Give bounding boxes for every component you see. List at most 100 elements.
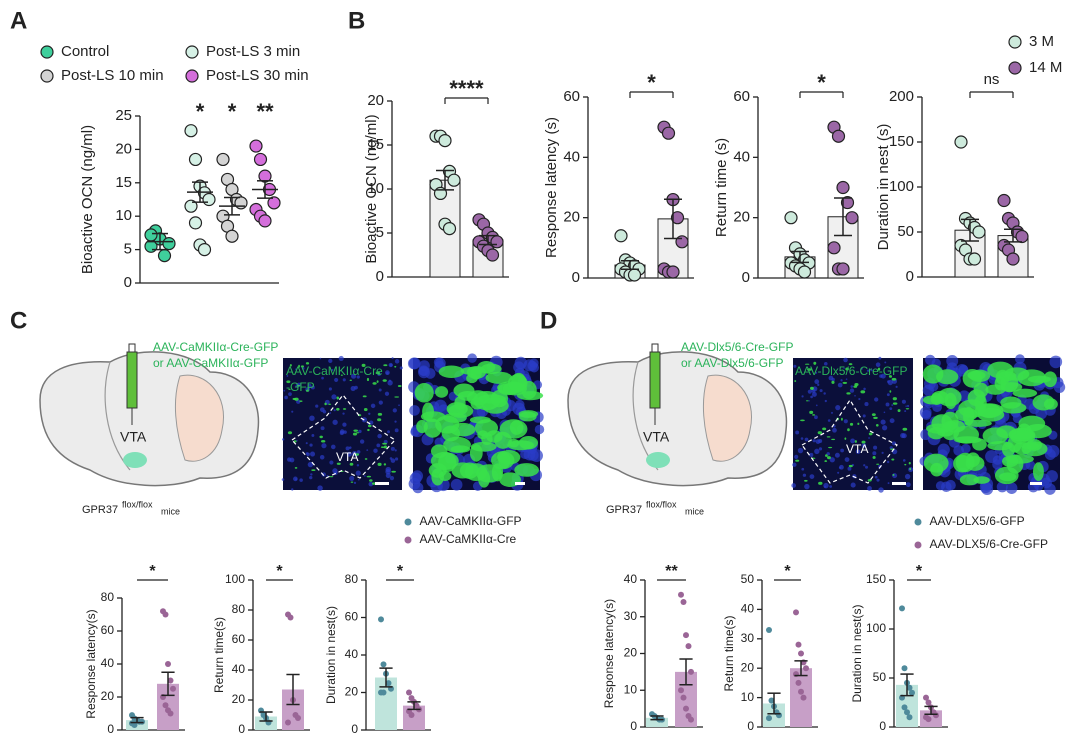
nucleus xyxy=(849,388,855,393)
data-point xyxy=(490,235,504,249)
cell xyxy=(420,411,446,422)
cell xyxy=(380,446,385,449)
y-tick-label: 100 xyxy=(225,572,245,586)
nucleus xyxy=(874,397,879,402)
nucleus xyxy=(815,404,818,407)
nucleus xyxy=(860,367,863,370)
nucleus xyxy=(385,473,391,479)
significance: * xyxy=(196,99,205,124)
nucleus xyxy=(399,366,403,370)
y-tick-label: 0 xyxy=(906,268,914,285)
brain-diagram: AAV-CaMKIIα-Cre-GFP or AAV-CaMKIIα-GFP V… xyxy=(39,340,278,516)
cell xyxy=(1012,388,1038,398)
nucleus xyxy=(339,430,345,436)
nucleus xyxy=(844,457,850,462)
data-point xyxy=(899,605,905,612)
cell xyxy=(394,365,397,368)
nucleus xyxy=(288,392,292,396)
cell xyxy=(446,402,468,416)
data-point xyxy=(167,677,174,684)
nucleus xyxy=(881,451,884,454)
nucleus xyxy=(863,387,866,391)
nucleus xyxy=(832,427,837,433)
nucleus xyxy=(450,478,463,491)
data-point xyxy=(139,718,145,725)
y-tick-label: 50 xyxy=(741,572,755,586)
legend-label: AAV-DLX5/6-GFP xyxy=(930,514,1025,528)
y-tick-label: 50 xyxy=(897,223,914,240)
error-bar xyxy=(147,232,173,251)
cell xyxy=(514,463,539,477)
cell xyxy=(812,414,816,416)
y-tick-label: 5 xyxy=(124,241,132,258)
nucleus xyxy=(293,476,298,482)
nucleus xyxy=(866,369,870,372)
region-label: VTA xyxy=(643,429,670,445)
cell xyxy=(930,462,944,477)
nucleus xyxy=(388,362,393,368)
y-tick-label: 40 xyxy=(563,148,580,165)
nucleus xyxy=(794,454,799,459)
nucleus xyxy=(291,488,294,491)
cell xyxy=(508,438,520,448)
nucleus xyxy=(811,391,817,397)
cell xyxy=(831,380,835,384)
data-point xyxy=(901,704,908,711)
nucleus xyxy=(879,374,883,378)
nucleus xyxy=(996,481,1008,493)
cell xyxy=(473,390,501,411)
data-point xyxy=(162,702,169,709)
y-tick-label: 40 xyxy=(624,572,638,586)
data-point xyxy=(972,225,986,239)
nucleus xyxy=(814,379,820,385)
nucleus xyxy=(330,444,336,450)
legend-marker xyxy=(914,541,922,549)
cell xyxy=(391,470,396,473)
cell xyxy=(1027,375,1052,383)
cell xyxy=(1018,415,1046,432)
nucleus xyxy=(394,359,400,364)
nucleus xyxy=(350,373,357,379)
cell xyxy=(289,363,292,367)
nucleus xyxy=(828,375,834,381)
image-label: AAV-CaMKIIα-Cre xyxy=(286,364,383,378)
nucleus xyxy=(855,449,861,455)
micrographs xyxy=(281,353,1066,495)
image-region: VTA xyxy=(846,442,868,456)
cell xyxy=(372,382,377,385)
nucleus xyxy=(801,395,804,398)
nucleus xyxy=(472,406,486,420)
nucleus xyxy=(904,473,911,480)
nucleus xyxy=(334,377,339,383)
cell xyxy=(367,428,370,432)
y-tick-label: 20 xyxy=(741,660,755,674)
cell xyxy=(328,403,332,406)
nucleus xyxy=(880,419,886,425)
nucleus xyxy=(330,368,334,372)
cell xyxy=(908,461,911,465)
nucleus xyxy=(878,356,882,360)
error-bar xyxy=(259,711,273,722)
y-tick-label: 40 xyxy=(232,662,246,676)
significance: ** xyxy=(256,99,274,124)
legend-label: 3 M xyxy=(1029,33,1054,50)
cell xyxy=(286,380,291,384)
genotype-label: flox/flox xyxy=(646,499,677,509)
nucleus xyxy=(322,409,327,414)
y-tick-label: 200 xyxy=(889,88,914,105)
nucleus xyxy=(829,485,833,488)
data-point xyxy=(766,715,772,722)
data-point xyxy=(840,195,855,210)
cell xyxy=(477,360,496,374)
nucleus xyxy=(831,411,833,414)
nucleus xyxy=(905,405,907,407)
cell xyxy=(871,413,876,417)
nucleus xyxy=(281,438,285,441)
nucleus xyxy=(906,404,910,408)
nucleus xyxy=(342,422,347,427)
nucleus xyxy=(284,395,288,400)
cell xyxy=(892,473,895,476)
significance: * xyxy=(817,70,826,95)
data-point xyxy=(803,665,809,672)
nucleus xyxy=(515,399,525,410)
